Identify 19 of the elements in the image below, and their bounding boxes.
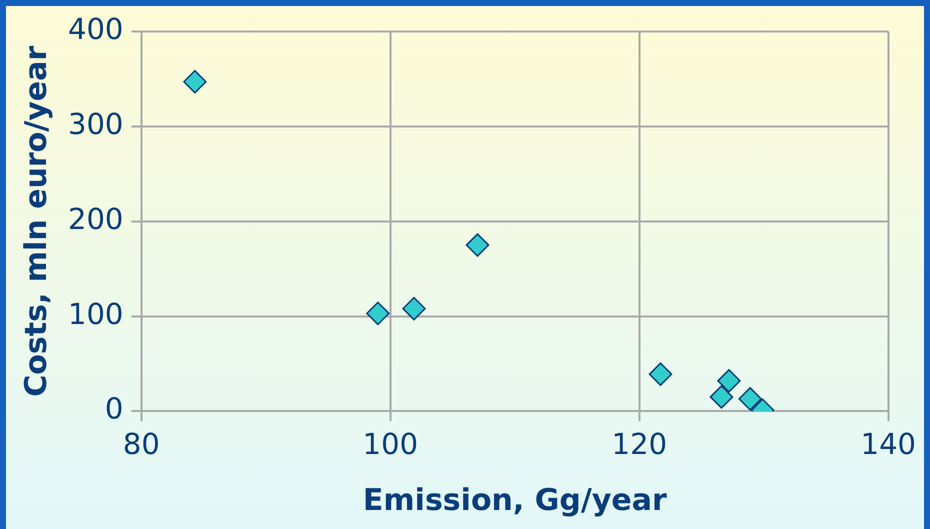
point — [648, 362, 672, 386]
x-tick-label: 100 — [362, 427, 418, 462]
y-tick-label: 400 — [68, 12, 124, 46]
y-tick-label: 0 — [104, 392, 124, 426]
point — [183, 70, 207, 94]
point — [402, 296, 426, 320]
point — [738, 387, 762, 411]
point — [717, 369, 741, 393]
y-axis-title: Costs, mln euro/year — [18, 46, 54, 397]
x-tick-label: 80 — [122, 427, 160, 462]
point — [710, 385, 734, 409]
x-axis-title: Emission, Gg/year — [362, 482, 667, 518]
y-tick-label: 100 — [68, 296, 124, 331]
y-tick-label: 200 — [68, 202, 124, 236]
x-tick-label: 120 — [612, 427, 668, 462]
x-tick-label: 140 — [860, 427, 916, 462]
y-tick-label: 300 — [68, 106, 124, 141]
point — [366, 302, 390, 326]
point — [466, 233, 490, 257]
